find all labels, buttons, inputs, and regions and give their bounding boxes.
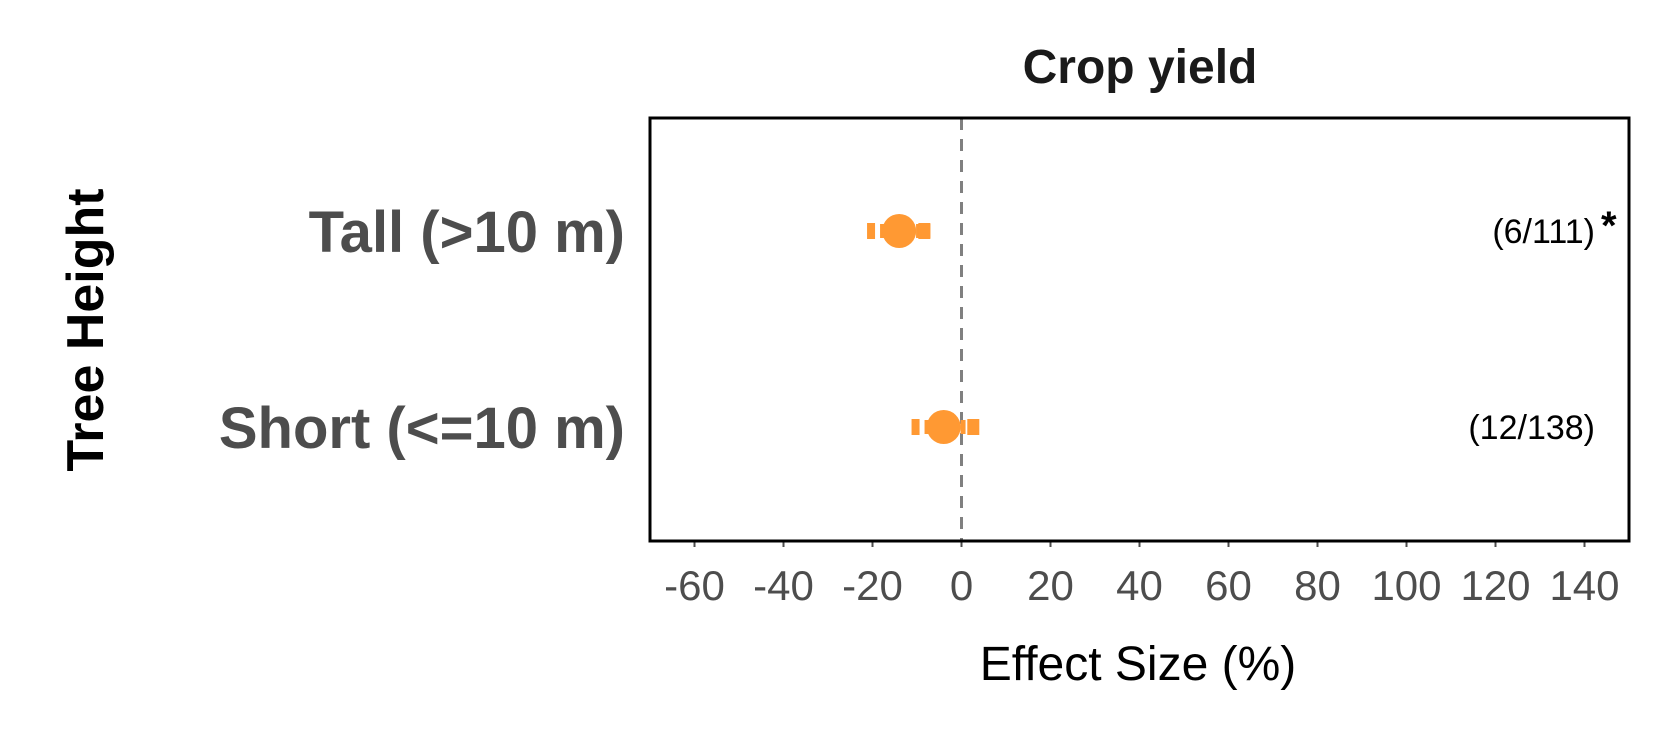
ci-cap-high [967, 419, 980, 435]
effect-point [926, 410, 961, 444]
x-tick-label: 80 [1294, 562, 1341, 609]
x-tick-label: -40 [753, 562, 814, 609]
category-label: Tall (>10 m) [309, 200, 625, 265]
effect-point [882, 214, 917, 248]
x-tick-label: 140 [1549, 562, 1619, 609]
x-tick-label: 60 [1205, 562, 1252, 609]
ci-cap-high [918, 223, 931, 239]
panel-title: Crop yield [1023, 41, 1258, 94]
plot-frame [648, 116, 1631, 543]
x-tick-label: 0 [950, 562, 973, 609]
x-tick-label: -20 [842, 562, 903, 609]
significance-marker: * [1601, 204, 1617, 248]
x-tick-label: 100 [1371, 562, 1441, 609]
sample-count-annotation: (12/138) [1468, 409, 1595, 447]
category-label: Short (<=10 m) [219, 396, 625, 461]
x-axis-label: Effect Size (%) [980, 638, 1297, 691]
x-tick-label: 120 [1460, 562, 1530, 609]
x-tick-label: -60 [664, 562, 725, 609]
plot-area: -60 -40 -20 0 20 40 60 80 100 120 140 Tall (>10 m) (… [219, 118, 1620, 609]
sample-count-annotation: (6/111) [1492, 213, 1595, 251]
y-axis-label: Tree Height [57, 188, 115, 471]
ci-cap-low [911, 419, 920, 435]
x-tick-label: 20 [1027, 562, 1074, 609]
x-tick-label: 40 [1116, 562, 1163, 609]
ci-cap-low [867, 223, 876, 239]
